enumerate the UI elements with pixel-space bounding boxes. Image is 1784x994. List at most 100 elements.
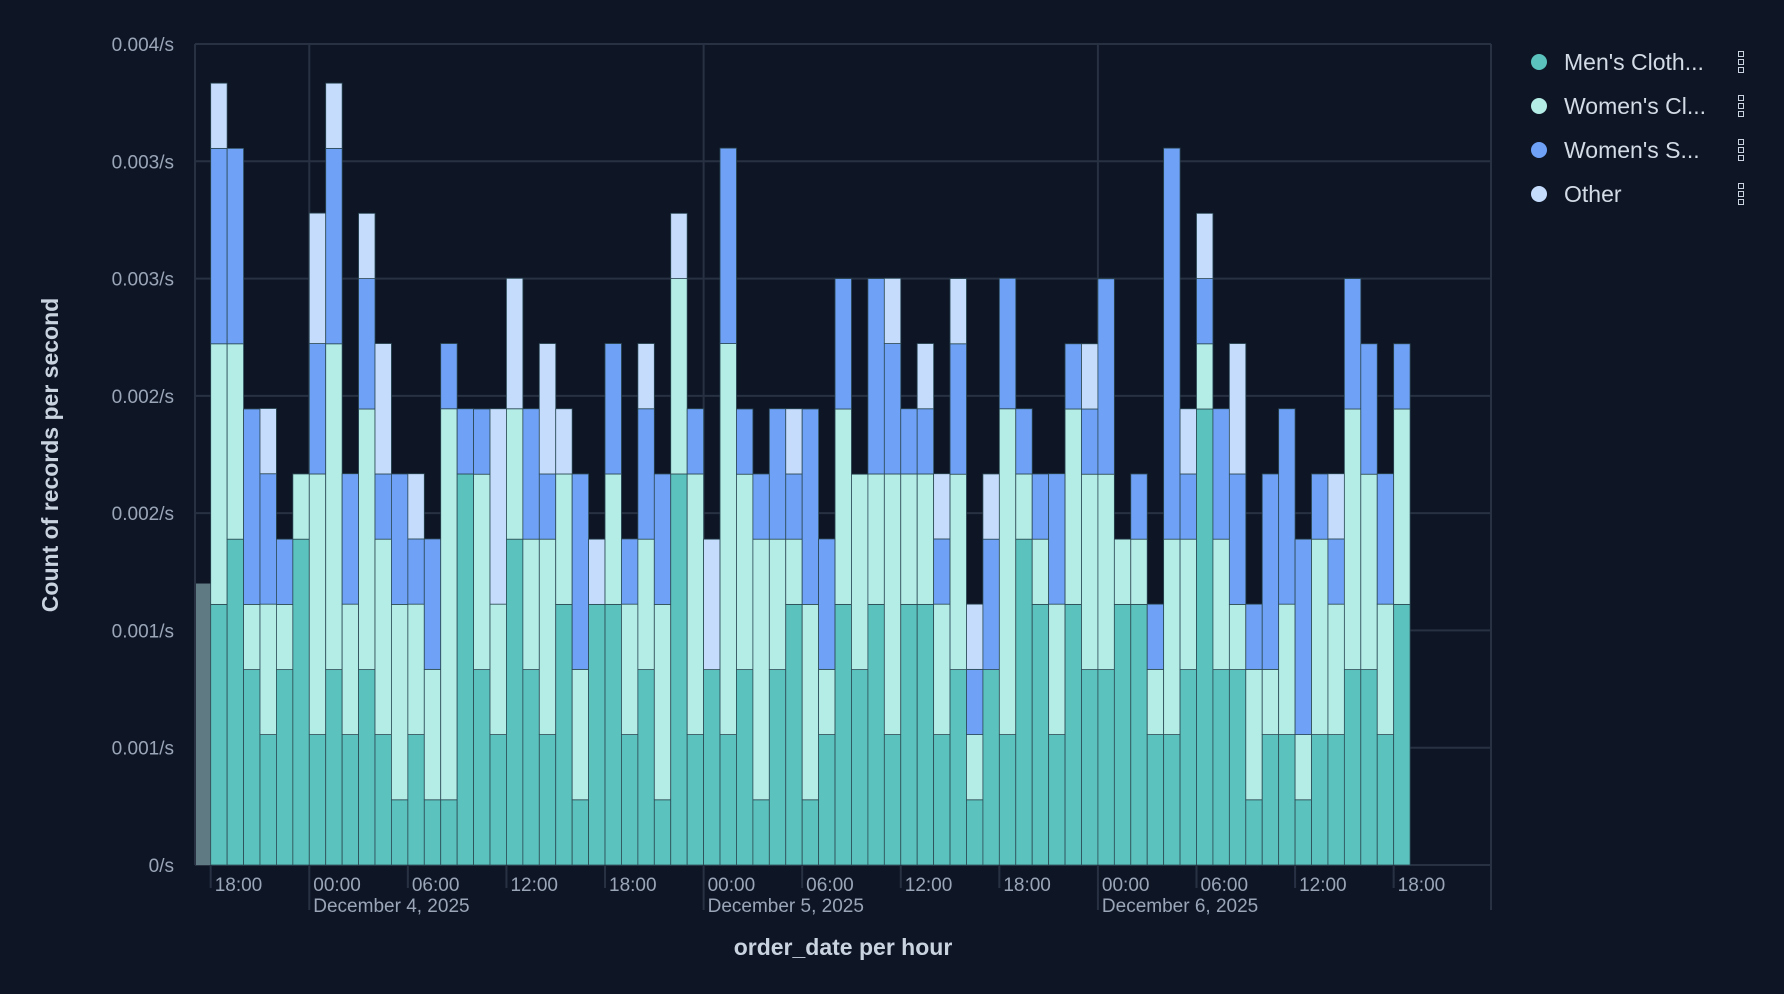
bar-segment-mens-clothing <box>538 734 557 866</box>
bar-segment-womens-clothing <box>949 473 967 671</box>
bar-segment-other <box>210 82 228 149</box>
bar-segment-womens-clothing <box>604 473 622 605</box>
bar-segment-womens-clothing <box>1179 538 1197 671</box>
bar-segment-womens-clothing <box>538 538 557 735</box>
bar-segment-womens-clothing <box>1081 473 1099 671</box>
bar-segment-womens-clothing <box>867 473 885 605</box>
kebab-menu-icon[interactable] <box>1738 139 1748 161</box>
bar-segment-womens-clothing <box>1212 538 1230 671</box>
bar-segment-womens-s <box>653 473 672 605</box>
bar-segment-mens-clothing <box>341 734 359 866</box>
bar-segment-womens-clothing <box>292 473 310 540</box>
bar-segment-womens-s <box>276 538 294 605</box>
bar-segment-womens-s <box>1360 343 1378 475</box>
bar-segment-womens-s <box>949 343 967 475</box>
bar-segment-other <box>1327 473 1345 540</box>
bar-segment-womens-clothing <box>719 343 737 735</box>
series-dot-icon <box>1531 142 1547 158</box>
bar-segment-womens-clothing <box>1360 473 1378 671</box>
bar-segment-womens-s <box>1064 343 1082 410</box>
bar-segment-mens-clothing <box>555 603 573 866</box>
x-tick-label: 18:00 <box>1398 875 1446 896</box>
bar-segment-mens-clothing <box>210 603 228 866</box>
bar-segment-womens-clothing <box>1327 603 1345 735</box>
bar-segment-mens-clothing <box>1360 669 1378 866</box>
legend: Men's Cloth... Women's Cl... Women's S..… <box>1520 40 1770 216</box>
legend-item-womens-s[interactable]: Women's S... <box>1520 128 1770 172</box>
bar-segment-womens-clothing <box>966 734 984 801</box>
bar-segment-womens-clothing <box>1130 538 1148 605</box>
bar-segment-mens-clothing <box>1196 408 1214 866</box>
bar-segment-mens-clothing <box>949 669 967 866</box>
y-tick-label: 0.001/s <box>112 621 174 642</box>
bar-segment-other <box>358 212 376 279</box>
bar-segment-mens-clothing <box>1146 734 1165 866</box>
bar-segment-womens-s <box>966 668 984 735</box>
bar-segment-womens-s <box>407 538 425 605</box>
bar-segment-mens-clothing <box>1376 734 1395 866</box>
bar-segment-womens-clothing <box>506 408 524 540</box>
bar-segment-womens-clothing <box>276 603 294 671</box>
x-tick-label: 18:00 <box>1003 875 1051 896</box>
kebab-menu-icon[interactable] <box>1738 51 1748 73</box>
bar-segment-womens-clothing <box>325 343 343 671</box>
bar-segment-womens-s <box>1311 473 1329 540</box>
x-tick-label: 06:00 <box>806 875 854 896</box>
bar-segment-womens-s <box>308 343 327 475</box>
bar-segment-womens-s <box>1327 538 1345 605</box>
bar-segment-womens-clothing <box>1031 538 1050 605</box>
bar-segment-mens-clothing <box>851 669 869 866</box>
bar-segment-other <box>785 408 803 475</box>
legend-item-womens-clothing[interactable]: Women's Cl... <box>1520 84 1770 128</box>
bar-segment-womens-clothing <box>818 668 836 735</box>
bar-segment-mens-clothing <box>440 799 458 866</box>
bar-segment-womens-s <box>243 408 261 605</box>
series-dot-icon <box>1531 98 1547 114</box>
bar-segment-womens-clothing <box>1245 668 1263 801</box>
bar-segment-mens-clothing <box>604 603 622 866</box>
bar-segment-mens-clothing <box>374 734 392 866</box>
bar-segment-other <box>538 343 557 475</box>
bar-segment-womens-s <box>752 473 770 540</box>
bar-segment-womens-s <box>1097 278 1115 475</box>
bar-segment-womens-s <box>1212 408 1230 540</box>
bar-segment-womens-clothing <box>686 473 704 735</box>
bar-segment-mens-clothing <box>686 734 704 866</box>
bar-segment-other <box>703 538 721 671</box>
bar-segment-mens-clothing <box>867 603 885 866</box>
legend-item-mens-clothing[interactable]: Men's Cloth... <box>1520 40 1770 84</box>
series-dot-icon <box>1531 186 1547 202</box>
kebab-menu-icon[interactable] <box>1738 183 1748 205</box>
bar-segment-other <box>374 343 392 475</box>
bar-segment-mens-clothing <box>391 799 409 866</box>
bar-segment-other <box>1196 212 1214 279</box>
bar-segment-mens-clothing <box>423 799 442 866</box>
bar-segment-mens-clothing <box>621 734 639 866</box>
legend-item-other[interactable]: Other <box>1520 172 1770 216</box>
y-tick-label: 0.003/s <box>112 152 174 173</box>
bar-segment-womens-s <box>736 408 754 475</box>
bar-segment-mens-clothing <box>226 538 244 866</box>
bar-segment-mens-clothing <box>834 603 852 866</box>
bar-segment-womens-clothing <box>1097 473 1115 671</box>
x-tick-label: 12:00 <box>1299 875 1347 896</box>
bar-segment-womens-clothing <box>851 473 869 671</box>
bar-segment-womens-clothing <box>834 408 852 605</box>
bar-segment-womens-s <box>1081 408 1099 475</box>
bar-segment-womens-s <box>456 408 474 475</box>
bar-segment-mens-clothing <box>1064 603 1082 866</box>
bar-segment-mens-clothing <box>456 473 474 866</box>
partial-bucket-bar <box>196 583 211 865</box>
bar-segment-other <box>1081 343 1099 410</box>
bar-segment-womens-s <box>867 278 885 475</box>
bar-segment-womens-s <box>818 538 836 670</box>
bar-segment-other <box>670 212 688 279</box>
bar-segment-womens-clothing <box>916 473 935 605</box>
bar-segment-other <box>933 473 951 540</box>
y-tick-label: 0.001/s <box>112 739 174 760</box>
kebab-menu-icon[interactable] <box>1738 95 1748 117</box>
bar-segment-mens-clothing <box>1113 603 1132 866</box>
x-tick-label: 00:00 <box>313 875 361 896</box>
bar-segment-womens-s <box>226 147 244 345</box>
bar-segment-other <box>506 277 524 410</box>
